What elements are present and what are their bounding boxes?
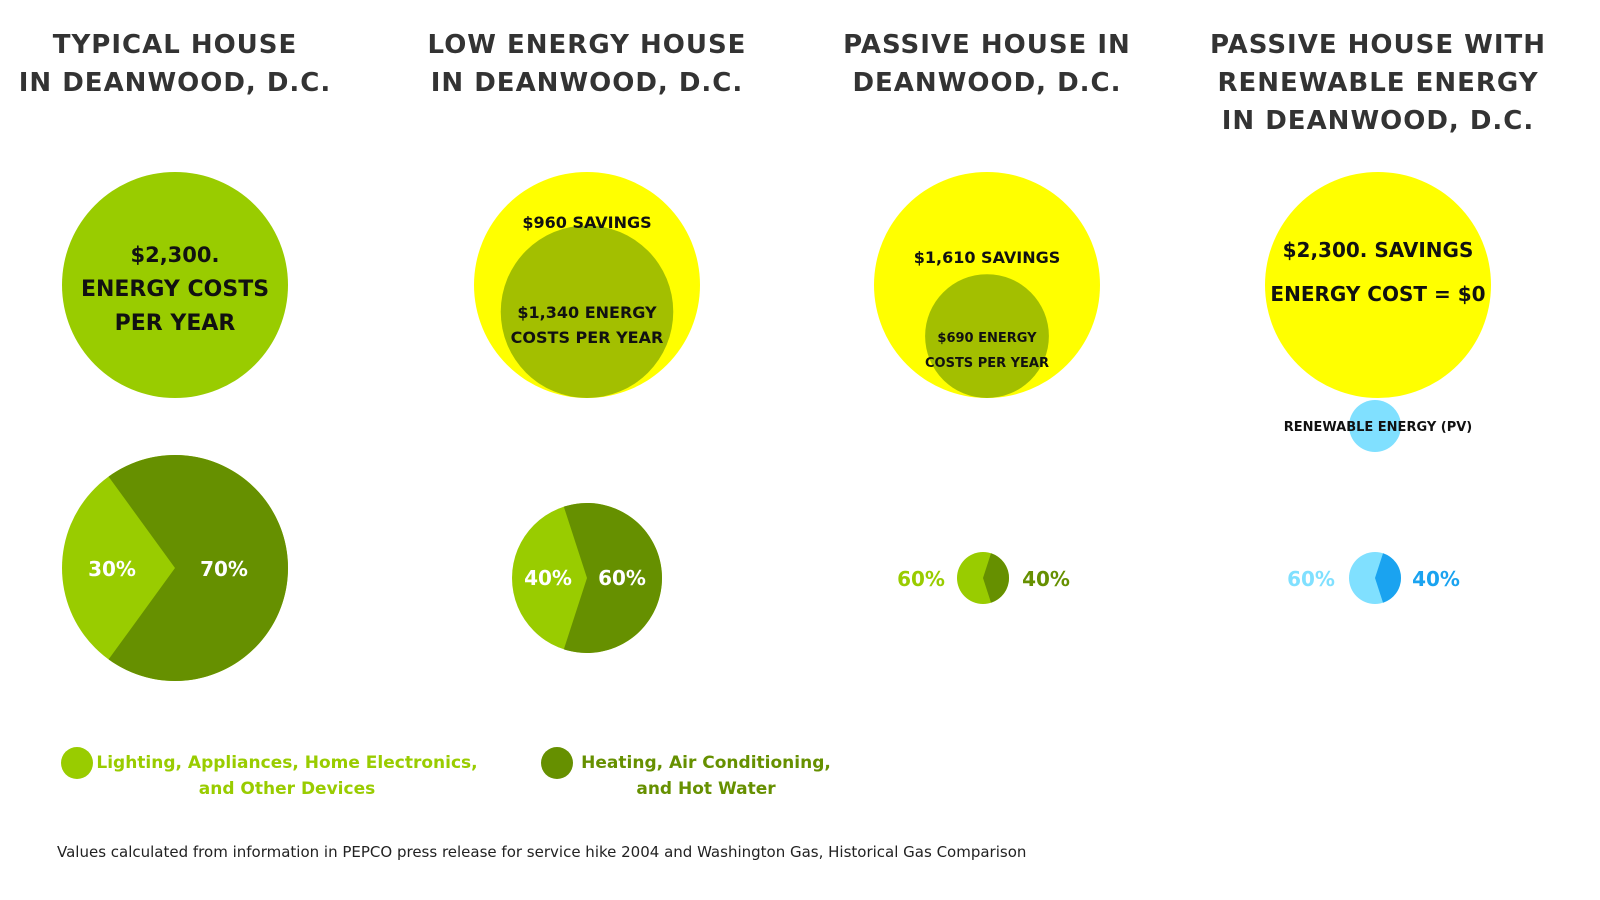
pie-3-right-pct-label: 40%	[1412, 567, 1460, 591]
pie-2-right-pct-label: 40%	[1022, 567, 1070, 591]
panel-3-savings-circle	[1265, 172, 1491, 398]
pie-0-right-pct-label: 70%	[200, 557, 248, 581]
legend-1-swatch	[541, 747, 573, 779]
panel-3-title-line-1: RENEWABLE ENERGY	[1217, 68, 1538, 98]
panel-3-cost-label: ENERGY COST = $0	[1270, 282, 1485, 306]
panel-1-title-line-0: LOW ENERGY HOUSE	[428, 30, 747, 60]
pie-3-left-pct-label: 60%	[1287, 567, 1335, 591]
panel-1-title-line-1: IN DEANWOOD, D.C.	[431, 68, 744, 98]
panel-1-savings-label: $960 SAVINGS	[522, 213, 651, 232]
panel-3-renewable-circle	[1349, 400, 1401, 452]
pie-2-slice-1	[983, 553, 1010, 603]
panel-0-cost-label-line-1: ENERGY COSTS	[81, 277, 269, 302]
pie-1-left-pct-label: 40%	[524, 566, 572, 590]
panel-2-title-line-1: DEANWOOD, D.C.	[852, 68, 1121, 98]
panel-3-title-line-2: IN DEANWOOD, D.C.	[1222, 106, 1535, 136]
panel-1-cost-label-line-1: COSTS PER YEAR	[511, 328, 664, 347]
panel-0-title-line-1: IN DEANWOOD, D.C.	[19, 68, 332, 98]
panel-0-cost-label-line-2: PER YEAR	[115, 311, 236, 336]
legend-0-swatch	[61, 747, 93, 779]
source-note: Values calculated from information in PE…	[57, 843, 1026, 861]
panel-0-title-line-0: TYPICAL HOUSE	[53, 30, 298, 60]
panel-0-cost-label-line-0: $2,300.	[130, 243, 219, 267]
pie-3-slice-1	[1375, 553, 1402, 603]
panel-3-renewable-label: RENEWABLE ENERGY (PV)	[1284, 420, 1473, 435]
legend-0-label-line-0: Lighting, Appliances, Home Electronics,	[96, 753, 477, 773]
panel-2-title-line-0: PASSIVE HOUSE IN	[843, 30, 1131, 60]
panel-3-title-line-0: PASSIVE HOUSE WITH	[1210, 30, 1546, 60]
panel-1-cost-label-line-0: $1,340 ENERGY	[517, 303, 657, 322]
pie-2-left-pct-label: 60%	[897, 567, 945, 591]
panel-0-total-cost-circle	[62, 172, 288, 398]
legend-1-label-line-1: and Hot Water	[636, 779, 776, 799]
panel-1-energy-cost-circle	[500, 225, 674, 398]
panel-3-savings-label: $2,300. SAVINGS	[1283, 238, 1474, 262]
legend-0-label-line-1: and Other Devices	[199, 779, 375, 799]
legend-1-label-line-0: Heating, Air Conditioning,	[581, 753, 831, 773]
pie-1-slice-1	[563, 503, 663, 653]
panel-2-cost-label-line-0: $690 ENERGY	[937, 331, 1037, 346]
pie-1-right-pct-label: 60%	[598, 566, 646, 590]
panel-2-savings-label: $1,610 SAVINGS	[914, 248, 1061, 267]
pie-0-left-pct-label: 30%	[88, 557, 136, 581]
panel-2-energy-cost-circle	[925, 274, 1049, 399]
pie-0-slice-1	[108, 455, 288, 681]
panel-2-cost-label-line-1: COSTS PER YEAR	[925, 356, 1049, 371]
